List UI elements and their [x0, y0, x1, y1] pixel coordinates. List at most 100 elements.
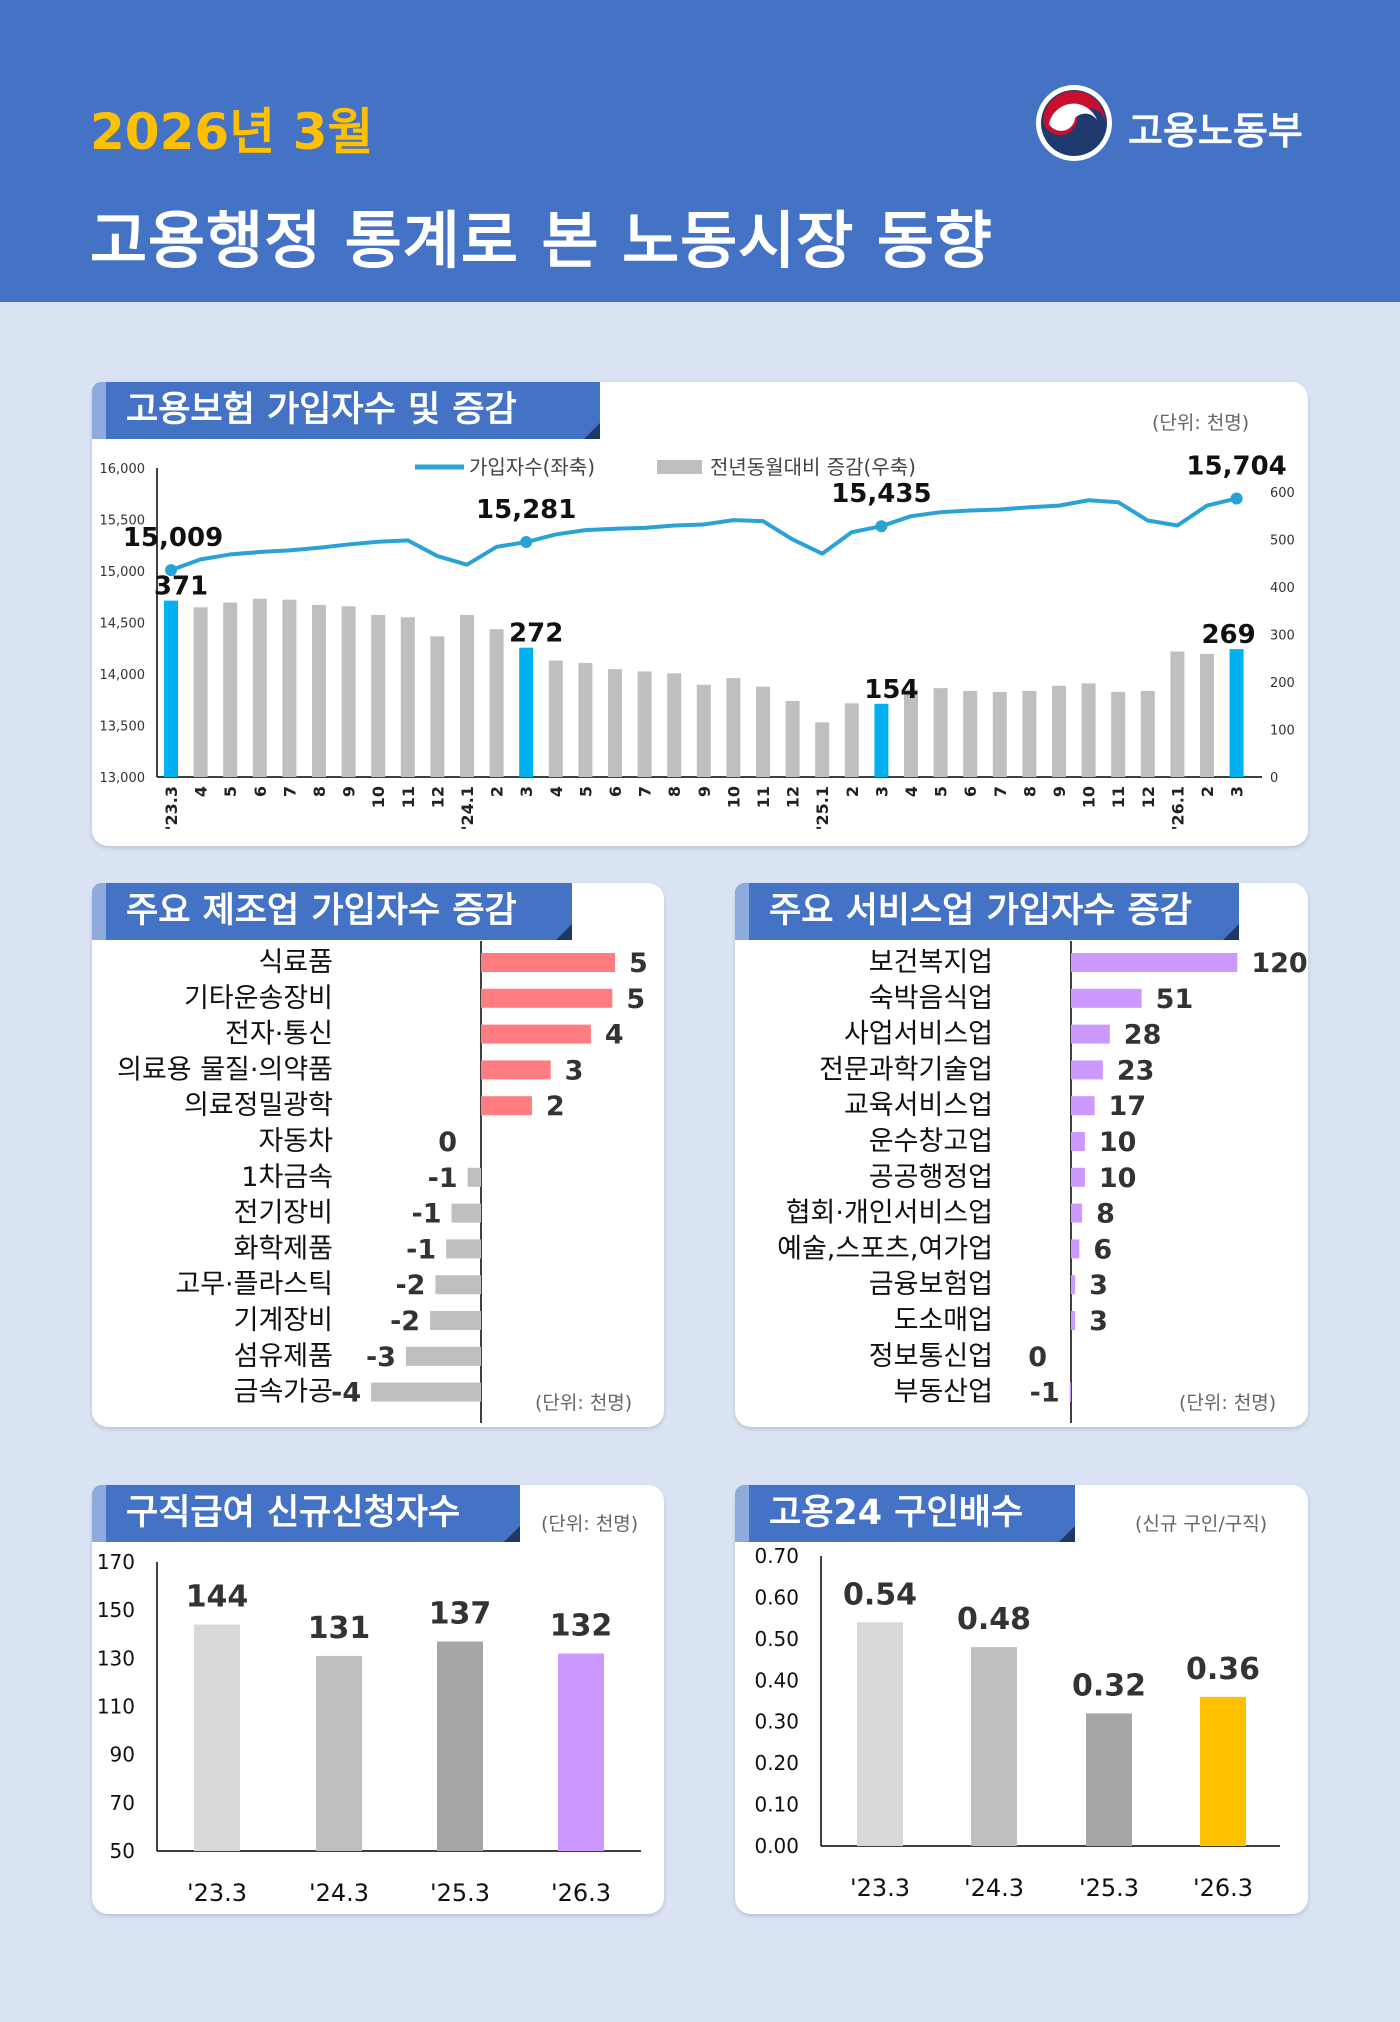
- bar: [857, 1622, 903, 1846]
- value-label: 10: [1099, 1127, 1137, 1158]
- bar: [282, 599, 297, 777]
- panel-title: 주요 서비스업 가입자수 증감: [735, 883, 1239, 940]
- line-point: [1230, 492, 1243, 505]
- manufacturing-panel: 주요 제조업 가입자수 증감 (단위: 천명) 식료품 5 기타운송장비 5 전자·통신…: [92, 883, 664, 1427]
- bar: [341, 606, 356, 777]
- header: 2026년 3월 고용행정 통계로 본 노동시장 동향 고용노동부: [0, 0, 1400, 302]
- bar: [1071, 1096, 1095, 1116]
- legend-bar-label: 전년동월대비 증감(우축): [710, 455, 916, 479]
- bar: [481, 953, 615, 972]
- unit-label: (단위: 천명): [1152, 412, 1250, 434]
- line-data-label: 15,435: [831, 479, 931, 509]
- bar: [1200, 653, 1214, 777]
- value-label: 120: [1251, 948, 1307, 979]
- bar: [1071, 988, 1142, 1008]
- ministry-name: 고용노동부: [1128, 109, 1303, 153]
- ministry-logo-icon: [1036, 85, 1112, 161]
- category-label: 의료정밀광학: [184, 1090, 333, 1121]
- y-tick-label: 170: [97, 1550, 135, 1574]
- x-tick-label: 4: [192, 786, 211, 797]
- category-label: 금융보험업: [869, 1269, 993, 1300]
- y-tick-label: 130: [97, 1646, 135, 1670]
- x-tick-label: '23.3: [187, 1879, 247, 1907]
- x-tick-label: 11: [399, 786, 418, 808]
- job-ratio-panel: 고용24 구인배수 (신규 구인/구직) 0.00 0.10 0.20 0.30 0.4…: [735, 1485, 1308, 1914]
- value-label: -2: [395, 1270, 425, 1301]
- bar: [608, 669, 622, 777]
- x-tick-label: 9: [340, 786, 359, 797]
- category-label: 도소매업: [894, 1305, 993, 1336]
- x-tick-label: 7: [636, 786, 655, 797]
- x-tick-label: 10: [369, 786, 388, 808]
- category-label: 전문과학기술업: [819, 1054, 993, 1085]
- bar: [726, 678, 741, 777]
- y-tick-label: 110: [97, 1695, 135, 1719]
- bar: [1140, 690, 1155, 777]
- bar: [815, 722, 830, 777]
- value-label: 51: [1156, 984, 1194, 1015]
- left-axis-tick: 16,000: [100, 462, 146, 477]
- line-point: [520, 536, 533, 549]
- x-tick-label: '25.1: [813, 786, 832, 830]
- bar: [481, 1060, 551, 1080]
- category-label: 교육서비스업: [844, 1090, 993, 1121]
- x-tick-label: 7: [991, 786, 1010, 797]
- y-tick-label: 0.30: [754, 1710, 799, 1734]
- bar: [756, 686, 770, 777]
- x-tick-label: 2: [843, 786, 862, 797]
- bar: [489, 629, 504, 777]
- value-label: 28: [1124, 1020, 1162, 1051]
- right-axis-tick: 100: [1270, 723, 1295, 738]
- left-axis-tick: 13,000: [100, 771, 146, 786]
- x-tick-label: '23.3: [850, 1874, 910, 1902]
- bar: [481, 988, 613, 1008]
- category-label: 금속가공: [234, 1377, 333, 1408]
- right-axis-tick: 200: [1270, 676, 1295, 691]
- category-label: 식료품: [258, 947, 333, 978]
- bar: [481, 1024, 591, 1044]
- y-tick-label: 0.00: [754, 1834, 799, 1858]
- right-axis-tick: 0: [1270, 771, 1278, 786]
- bar: [971, 1647, 1017, 1846]
- bar: [467, 1167, 481, 1187]
- x-tick-label: 8: [310, 786, 329, 797]
- x-tick-label: 3: [872, 786, 891, 797]
- x-tick-label: 3: [1228, 786, 1247, 797]
- bar: [1052, 685, 1066, 777]
- y-tick-label: 50: [110, 1839, 135, 1863]
- panel-title: 주요 제조업 가입자수 증감: [92, 883, 572, 940]
- x-tick-label: 6: [961, 786, 980, 797]
- x-tick-label: 2: [1198, 786, 1217, 797]
- left-axis-tick: 15,000: [100, 565, 146, 580]
- x-tick-label: '26.3: [1193, 1874, 1253, 1902]
- x-tick-label: 9: [1050, 786, 1069, 797]
- x-tick-label: 5: [221, 786, 240, 797]
- bar: [435, 1275, 481, 1295]
- x-tick-label: 8: [1020, 786, 1039, 797]
- y-tick-label: 0.40: [754, 1668, 799, 1692]
- legend-line-label: 가입자수(좌축): [469, 455, 595, 479]
- claims-chart: 50 70 90 110 130 150 170 144 '23.3 131 '24.3 137 '25…: [97, 1550, 641, 1907]
- y-tick-label: 0.60: [754, 1585, 799, 1609]
- bar-data-label: 272: [509, 619, 563, 649]
- value-label: 0.48: [957, 1602, 1031, 1637]
- category-label: 자동차: [258, 1126, 333, 1157]
- value-label: -3: [366, 1342, 396, 1373]
- bar: [312, 604, 326, 777]
- category-label: 보건복지업: [869, 947, 993, 978]
- bar: [1200, 1696, 1246, 1846]
- services-panel: 주요 서비스업 가입자수 증감 (단위: 천명) 보건복지업 120 숙박음식업 51…: [735, 883, 1308, 1427]
- category-label: 공공행정업: [869, 1162, 993, 1193]
- value-label: 17: [1109, 1091, 1147, 1122]
- bar: [1071, 1167, 1085, 1187]
- line-data-label: 15,281: [476, 495, 576, 525]
- left-axis-tick: 15,500: [100, 514, 146, 529]
- bar: [193, 607, 208, 777]
- bar: [430, 1311, 481, 1330]
- value-label: 8: [1096, 1199, 1115, 1230]
- x-tick-label: 10: [1080, 786, 1099, 808]
- right-axis-tick: 300: [1270, 628, 1295, 643]
- job-ratio-chart: 0.00 0.10 0.20 0.30 0.40 0.50 0.60 0.70 0.54 '23.…: [754, 1544, 1280, 1902]
- bar: [223, 602, 238, 777]
- value-label: 23: [1117, 1055, 1155, 1086]
